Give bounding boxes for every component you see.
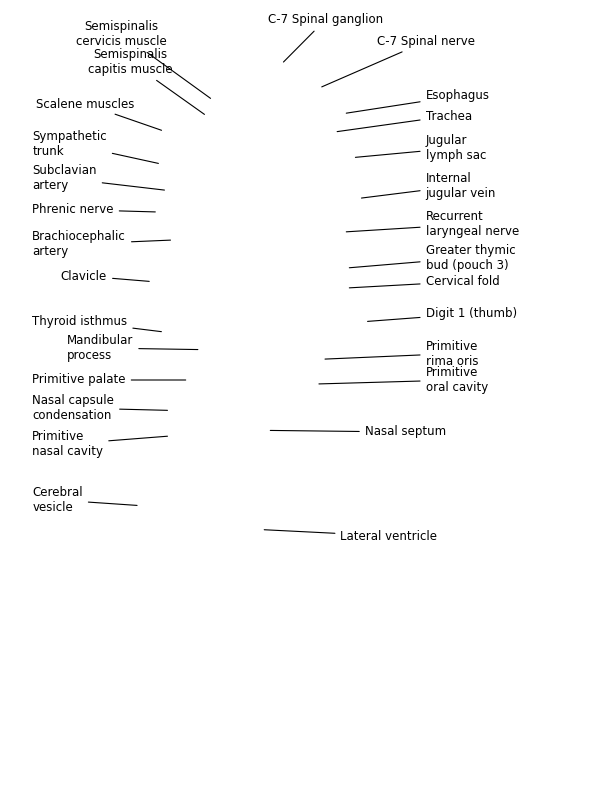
Text: Phrenic nerve: Phrenic nerve (32, 203, 155, 216)
Text: Jugular
lymph sac: Jugular lymph sac (356, 134, 486, 162)
Text: Scalene muscles: Scalene muscles (36, 98, 162, 130)
Text: Primitive
rima oris: Primitive rima oris (325, 339, 478, 367)
Text: Primitive palate: Primitive palate (32, 374, 185, 386)
Text: Clavicle: Clavicle (61, 270, 149, 282)
Text: Cerebral
vesicle: Cerebral vesicle (32, 486, 137, 514)
Text: Esophagus: Esophagus (347, 90, 489, 113)
Text: Thyroid isthmus: Thyroid isthmus (32, 315, 161, 332)
Text: Trachea: Trachea (337, 110, 472, 132)
Text: Mandibular
process: Mandibular process (67, 334, 198, 362)
Text: Greater thymic
bud (pouch 3): Greater thymic bud (pouch 3) (350, 243, 515, 271)
Text: Semispinalis
cervicis muscle: Semispinalis cervicis muscle (76, 20, 210, 98)
Text: Lateral ventricle: Lateral ventricle (264, 530, 438, 542)
Text: Sympathetic
trunk: Sympathetic trunk (32, 130, 159, 163)
Text: Cervical fold: Cervical fold (350, 275, 499, 288)
Text: Recurrent
laryngeal nerve: Recurrent laryngeal nerve (347, 210, 519, 238)
Text: Digit 1 (thumb): Digit 1 (thumb) (368, 307, 517, 322)
Text: Primitive
nasal cavity: Primitive nasal cavity (32, 430, 167, 458)
Text: Subclavian
artery: Subclavian artery (32, 164, 164, 192)
Text: Nasal septum: Nasal septum (271, 426, 446, 438)
Text: Internal
jugular vein: Internal jugular vein (362, 172, 496, 200)
Text: C-7 Spinal ganglion: C-7 Spinal ganglion (268, 14, 383, 62)
Text: Nasal capsule
condensation: Nasal capsule condensation (32, 394, 167, 422)
Text: C-7 Spinal nerve: C-7 Spinal nerve (322, 35, 475, 87)
Text: Primitive
oral cavity: Primitive oral cavity (319, 366, 488, 394)
Text: Semispinalis
capitis muscle: Semispinalis capitis muscle (88, 48, 204, 114)
Text: Brachiocephalic
artery: Brachiocephalic artery (32, 230, 170, 258)
